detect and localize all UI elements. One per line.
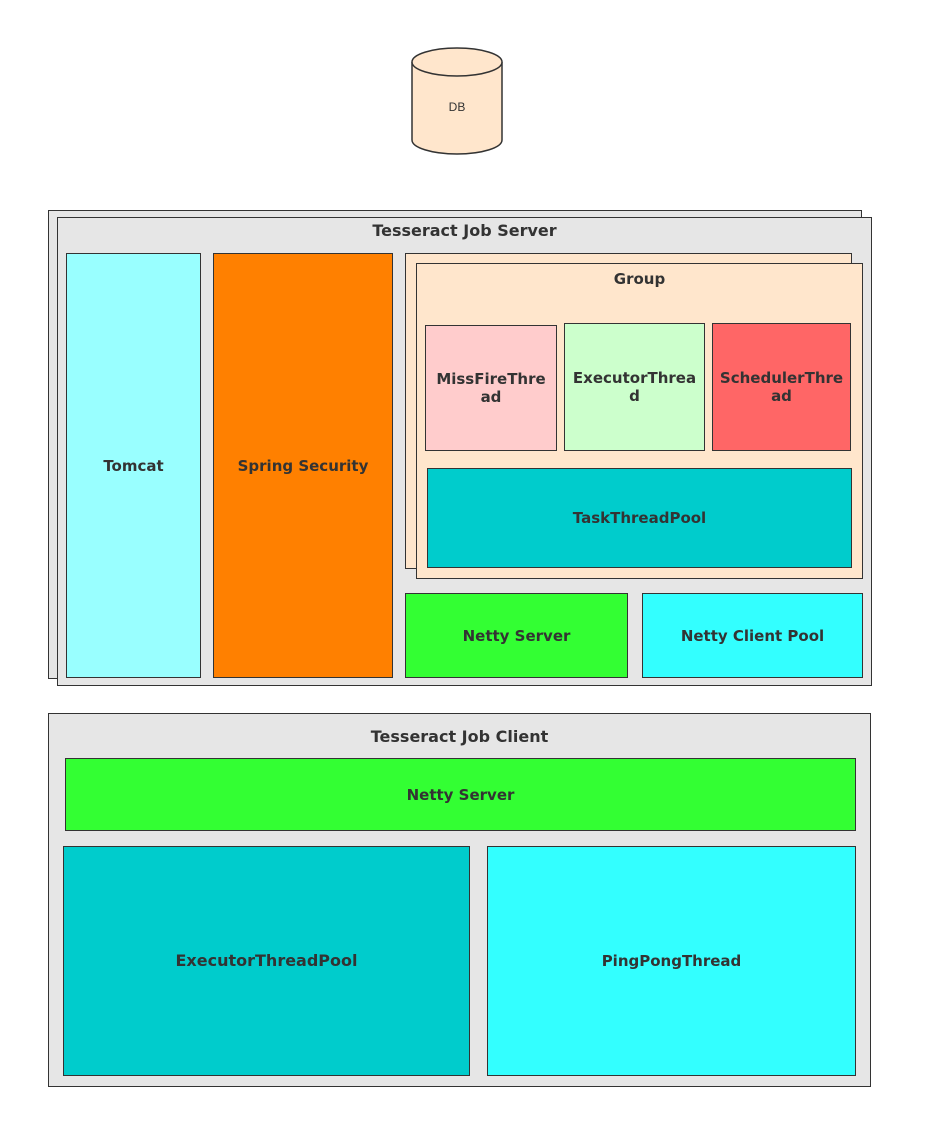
missfire-thread-box: MissFireThread <box>425 325 557 451</box>
db-cylinder-top <box>411 47 503 77</box>
netty-client-pool-box: Netty Client Pool <box>642 593 863 678</box>
server-title: Tesseract Job Server <box>372 221 557 240</box>
pingpong-thread-box: PingPongThread <box>487 846 856 1076</box>
spring-security-box: Spring Security <box>213 253 393 678</box>
db-cylinder <box>411 47 503 155</box>
group-title: Group <box>613 270 666 288</box>
server-netty-server-box: Netty Server <box>405 593 628 678</box>
db-cylinder-body <box>411 62 503 155</box>
scheduler-thread-box: SchedulerThread <box>712 323 851 451</box>
task-thread-pool-box: TaskThreadPool <box>427 468 852 568</box>
client-netty-server-box: Netty Server <box>65 758 856 831</box>
client-title: Tesseract Job Client <box>370 727 549 746</box>
db-label: DB <box>448 100 466 114</box>
executor-thread-pool-box: ExecutorThreadPool <box>63 846 470 1076</box>
executor-thread-box: ExecutorThread <box>564 323 705 451</box>
tomcat-box: Tomcat <box>66 253 201 678</box>
